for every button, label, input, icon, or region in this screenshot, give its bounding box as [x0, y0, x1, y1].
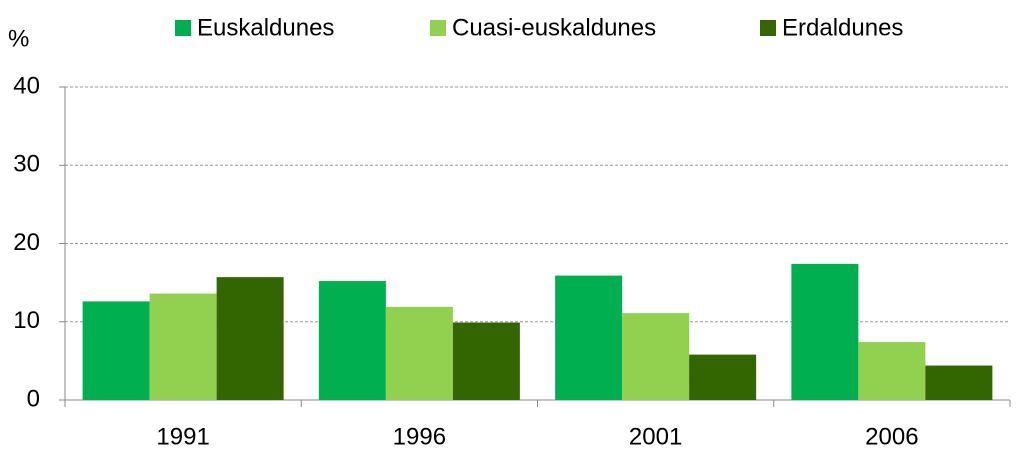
bar	[555, 275, 623, 400]
bar	[82, 301, 150, 400]
bar	[216, 277, 284, 400]
bar	[689, 354, 757, 400]
bar	[791, 263, 859, 400]
x-tick-label: 1996	[393, 423, 446, 450]
bar	[385, 306, 453, 400]
bar	[452, 322, 520, 400]
legend-swatch	[760, 20, 776, 36]
bar	[622, 313, 690, 400]
y-tick-label: 0	[27, 385, 40, 412]
y-tick-label: 10	[13, 307, 40, 334]
legend-swatch	[430, 20, 446, 36]
bar	[925, 365, 993, 400]
y-tick-label: 40	[13, 72, 40, 99]
legend-swatch	[175, 20, 191, 36]
x-tick-label: 1991	[156, 423, 209, 450]
bar	[149, 293, 217, 400]
x-tick-label: 2006	[865, 423, 918, 450]
bar	[318, 281, 386, 400]
x-tick-label: 2001	[629, 423, 682, 450]
legend-label: Euskaldunes	[197, 14, 334, 41]
bar	[858, 342, 926, 400]
legend-label: Erdaldunes	[782, 14, 903, 41]
y-tick-label: 30	[13, 151, 40, 178]
y-tick-label: 20	[13, 229, 40, 256]
legend-label: Cuasi-euskaldunes	[452, 14, 656, 41]
y-axis-label: %	[8, 25, 29, 52]
